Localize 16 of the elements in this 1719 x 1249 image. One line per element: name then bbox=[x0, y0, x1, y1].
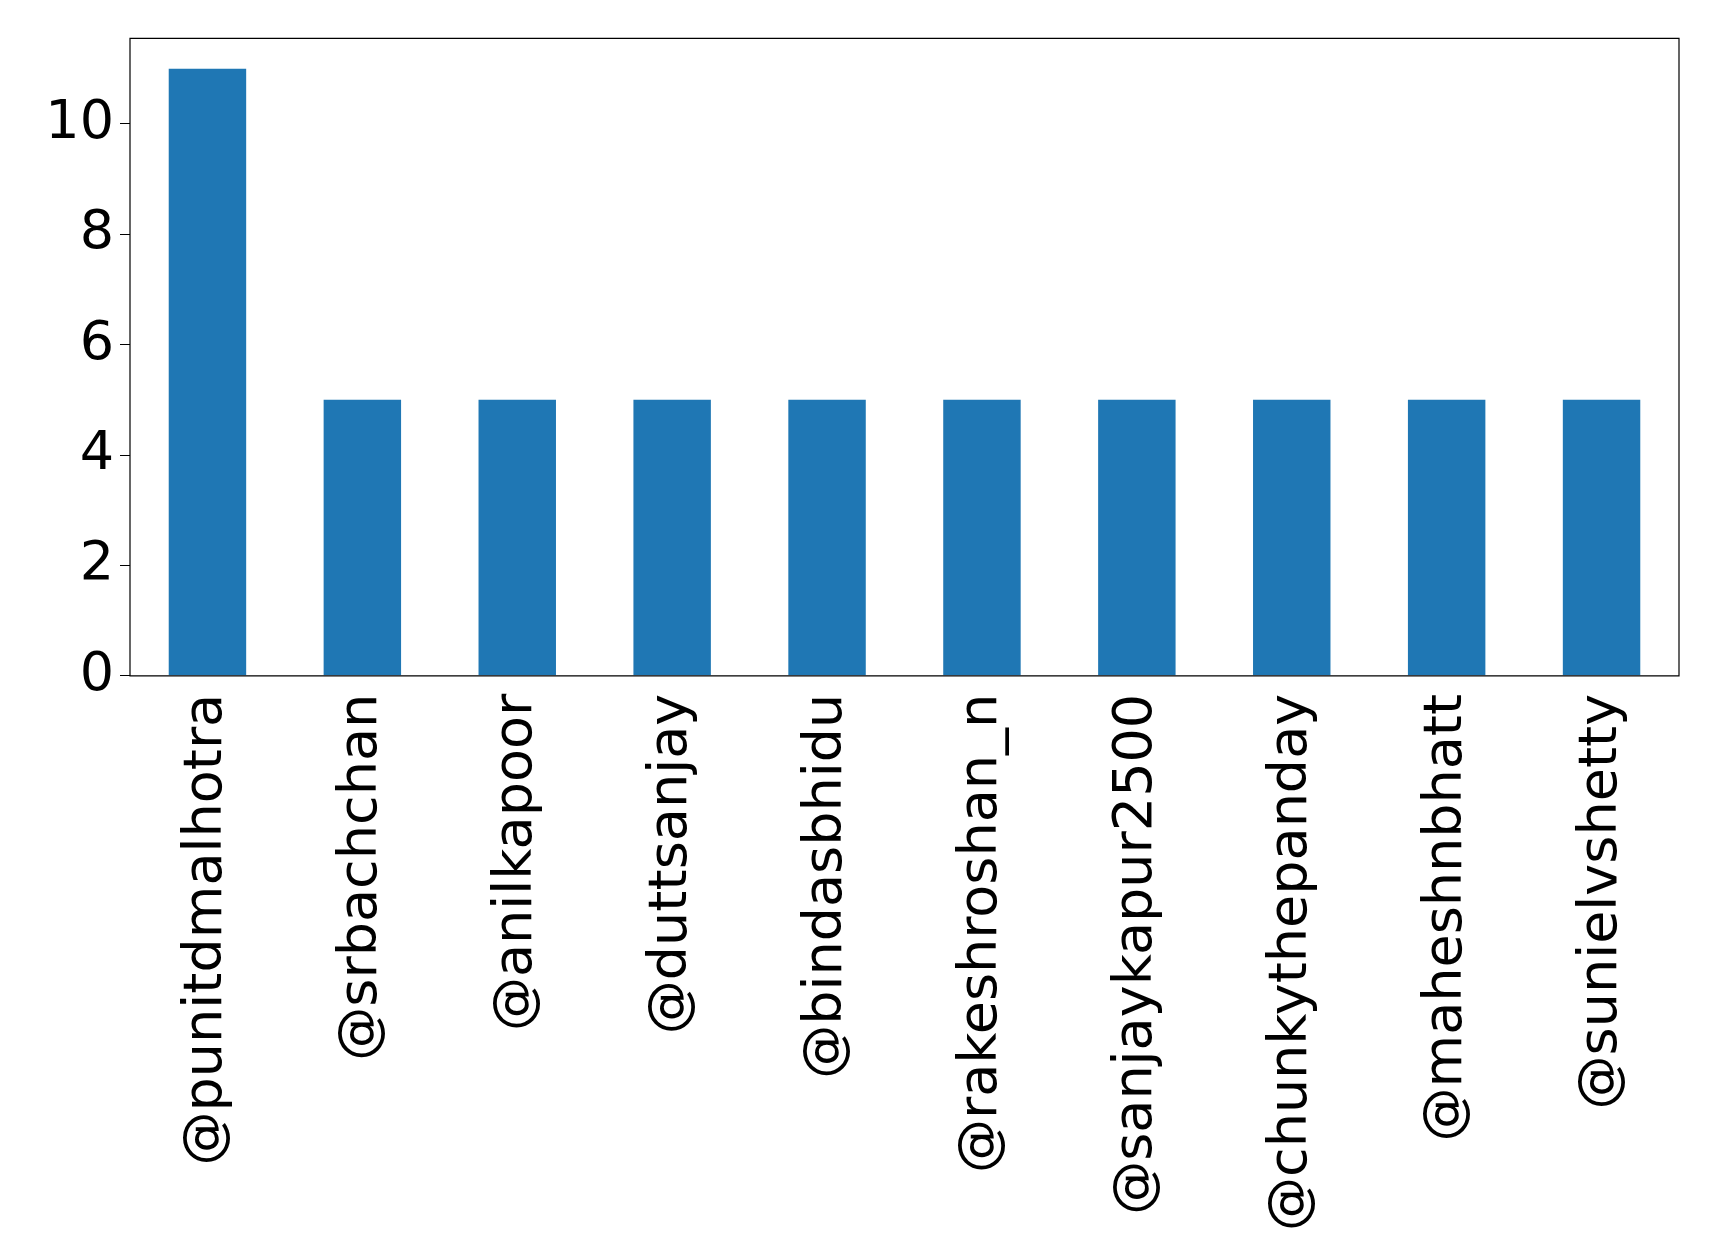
x-tick-label: @srbachchan bbox=[326, 693, 390, 1061]
x-tick-label: @sanjaykapur2500 bbox=[1100, 693, 1164, 1215]
x-tick-label: @duttsanjay bbox=[636, 693, 700, 1035]
x-tick-label: @bindasbhidu bbox=[791, 693, 855, 1079]
y-tick-label: 10 bbox=[45, 87, 114, 151]
x-tick-label: @rakeshroshan_n bbox=[945, 693, 1009, 1173]
x-tick-label: @punitdmalhotra bbox=[171, 693, 235, 1166]
y-tick-label: 0 bbox=[79, 639, 114, 703]
x-tick-label: @maheshnbhatt bbox=[1410, 693, 1474, 1142]
y-tick-label: 2 bbox=[79, 529, 114, 593]
x-tick-label: @sunielvshetty bbox=[1565, 693, 1629, 1110]
x-tick-label: @chunkythepanday bbox=[1255, 693, 1319, 1232]
y-tick-label: 8 bbox=[79, 198, 114, 262]
y-tick-label: 6 bbox=[79, 308, 114, 372]
y-tick-label: 4 bbox=[79, 419, 114, 483]
x-tick-label: @anilkapoor bbox=[481, 693, 545, 1032]
